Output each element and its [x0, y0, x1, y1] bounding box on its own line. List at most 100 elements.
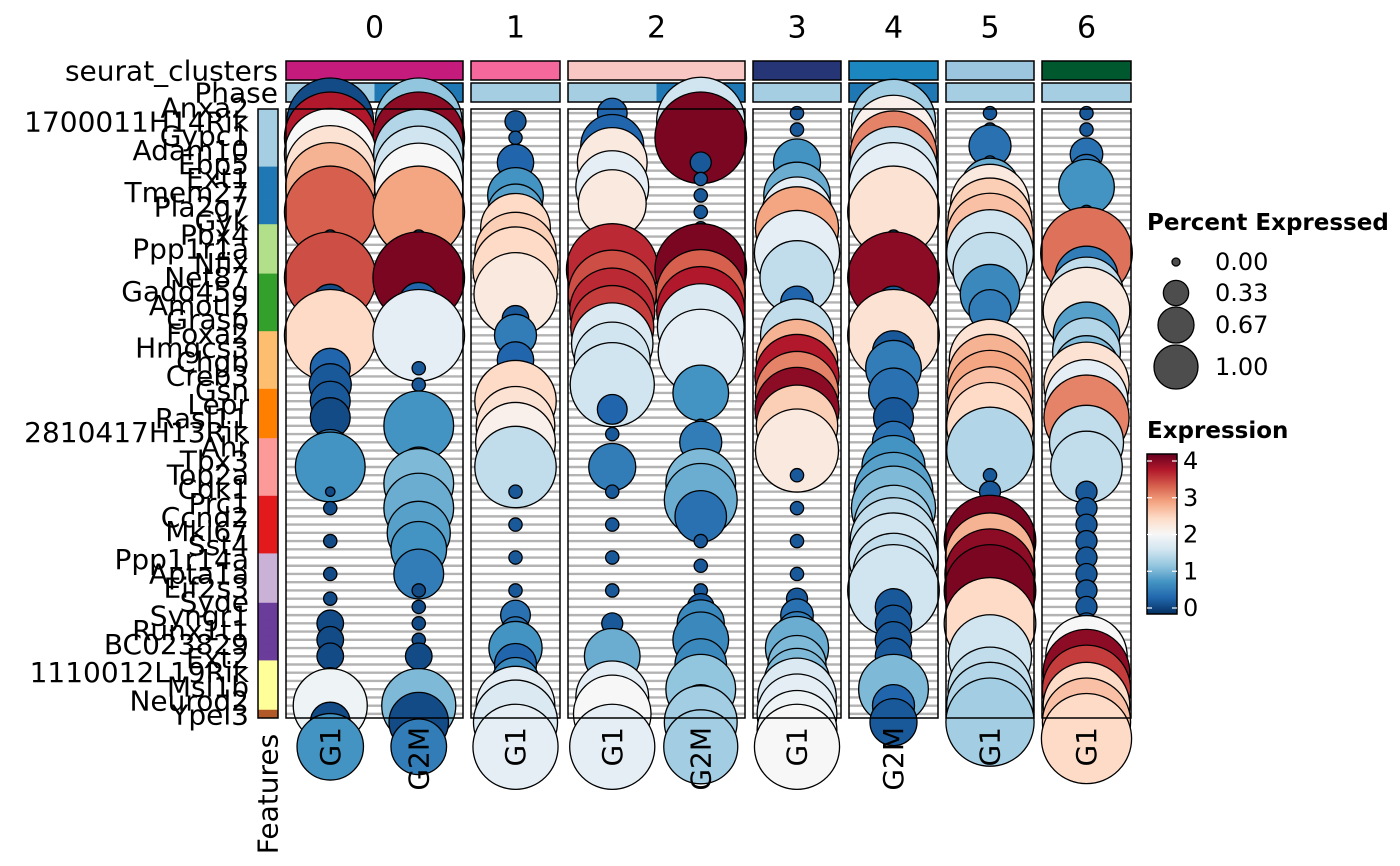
feature-label: Adam10	[133, 134, 250, 167]
dot-Tac2-c1	[411, 360, 427, 376]
feature-strip-cell	[258, 462, 278, 472]
feature-strip-cell	[258, 611, 278, 620]
feature-strip-cell	[258, 528, 278, 538]
feature-label: 1700011H14Rik	[24, 106, 250, 139]
feature-label: Mki67	[165, 515, 249, 548]
phase-bar-border-3	[752, 82, 842, 103]
phase-bar-border-1	[470, 82, 561, 103]
dot-Anxa2-c7	[982, 105, 998, 121]
feature-strip-cell	[258, 479, 278, 488]
feature-strip-cell	[258, 191, 278, 200]
dot-Ppp1r14a-c4	[693, 558, 709, 574]
feature-strip-cell	[258, 388, 278, 398]
pct-legend-label: 0.67	[1215, 311, 1268, 339]
feature-strip-cell	[258, 355, 278, 365]
dot-Apta1a-c5	[789, 566, 805, 582]
dot-Mab21-c3	[604, 550, 620, 565]
phase-label-1-G1: G1	[499, 727, 532, 767]
feature-strip-cell	[258, 578, 278, 587]
dot-Irf4-c1	[411, 583, 427, 598]
feature-label: Msi1b	[167, 670, 249, 703]
feature-strip-cell	[258, 314, 278, 324]
feature-strip-cell	[258, 158, 278, 168]
dot-undefined-c1	[390, 718, 448, 776]
phase-label-5-G1: G1	[974, 727, 1007, 767]
dot-Mki6-c0	[322, 533, 338, 549]
feature-strip-cell	[258, 586, 278, 595]
dot-Irf4-c3	[604, 583, 620, 598]
feature-strip-cell	[258, 224, 278, 233]
feature-label: Grasp	[166, 303, 249, 336]
panels	[283, 76, 1133, 791]
feature-label: Tbx3	[179, 444, 249, 477]
row-annotation-labels: seurat_clusters Phase	[65, 55, 278, 110]
pct-legend-label: 1.00	[1215, 353, 1268, 381]
feature-strip-cell	[258, 619, 278, 628]
dot-Chgb-c3	[569, 342, 655, 428]
feature-strip-cell	[258, 471, 278, 480]
feature-label: Hmgcs3	[135, 331, 249, 364]
feature-strip-cell	[258, 166, 278, 176]
phase-bar-2-G1	[568, 83, 657, 102]
feature-strip-cell	[258, 347, 278, 357]
cluster-bar-4	[848, 60, 939, 81]
dot-Tph2-c5	[754, 408, 840, 493]
feature-strip-cell	[258, 322, 278, 332]
feature-color-strip	[257, 108, 279, 719]
feature-strip-cell	[258, 627, 278, 637]
feature-strip-cell	[258, 660, 278, 670]
expr-tick-label: 2	[1183, 521, 1198, 549]
dot-Irf4-c2	[508, 583, 523, 598]
feature-label: Neurod2	[129, 684, 249, 717]
feature-label: Ext1	[186, 162, 249, 195]
panel-6	[1040, 105, 1133, 785]
dot-undefined-c7	[945, 677, 1035, 767]
feature-strip-cell	[258, 183, 278, 192]
feature-strip-cell	[258, 487, 278, 497]
feature-strip-cell	[258, 504, 278, 513]
dot-Ahr-c2	[474, 425, 557, 509]
feature-strip-cell	[258, 594, 278, 604]
dot-Apta1a-c1	[393, 548, 445, 600]
dot-Prc1-c0	[322, 500, 338, 516]
feature-strip-cell	[258, 446, 278, 456]
feature-strip-cell	[258, 380, 278, 390]
dot-undefined-c4	[663, 709, 739, 785]
feature-strip-cell	[258, 364, 278, 373]
feature-strip-cell	[258, 405, 278, 414]
feature-strip-cell	[258, 701, 278, 711]
feature-label: Ahr	[201, 430, 250, 463]
cluster-bar-0	[285, 60, 464, 81]
feature-strip-cell	[258, 438, 278, 447]
feature-label: Rasl11	[155, 402, 249, 435]
dot-Bcl2-c2	[504, 110, 527, 133]
feature-strip-cell	[258, 281, 278, 291]
dot-undefined-c8	[1040, 692, 1133, 785]
cluster-bar-6	[1041, 60, 1132, 81]
feature-label: Tmem27	[123, 176, 249, 209]
feature-label: Ext2	[186, 642, 249, 675]
dot-Gckr-c0	[324, 486, 336, 498]
cluster-bar-2	[567, 60, 746, 81]
feature-strip-cell	[258, 413, 278, 423]
feature-strip-cell	[258, 141, 278, 151]
panel-border-2	[567, 108, 746, 719]
panel-3	[752, 105, 842, 791]
dot-undefined-c0	[296, 712, 365, 781]
cluster-bar-5	[945, 60, 1035, 81]
phase-bar-6-G1	[1042, 83, 1131, 102]
phase-label-4-G2M: G2M	[877, 727, 910, 791]
dot-Ext2-c0	[316, 642, 345, 671]
cluster-bar-1	[470, 60, 561, 81]
feature-strip-cell	[258, 207, 278, 217]
feature-label: Amotl2	[149, 289, 249, 322]
feature-label: Ppp1r1a	[132, 233, 249, 266]
panel-border-0	[285, 108, 464, 719]
panel-border-1	[470, 108, 561, 719]
feature-label: Syngr1	[150, 600, 249, 633]
dot-Mab21-c2	[508, 550, 523, 565]
feature-strip-cell	[258, 397, 278, 406]
expr-tick-label: 1	[1183, 557, 1198, 585]
pct-legend-label: 0.00	[1215, 248, 1268, 276]
